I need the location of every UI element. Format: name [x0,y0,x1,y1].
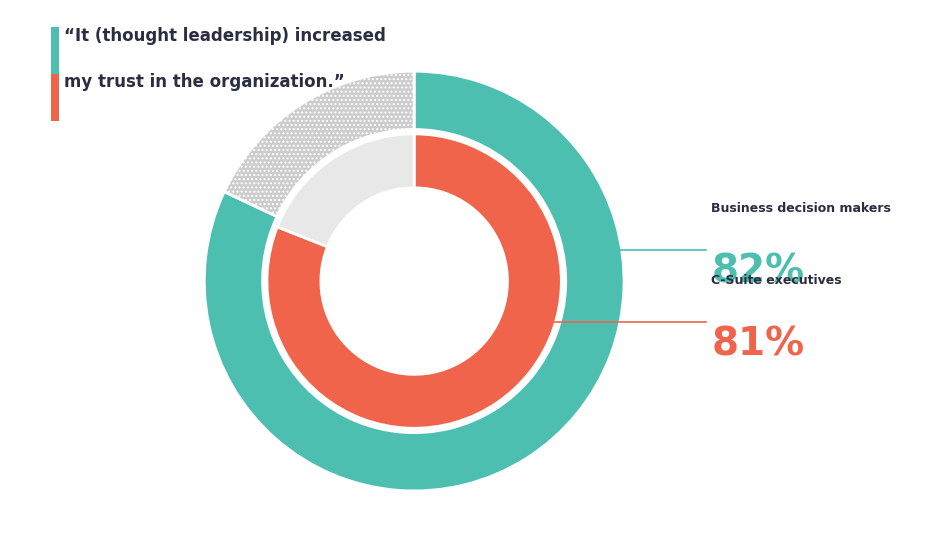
Bar [52,74,58,121]
Wedge shape [224,71,414,216]
Text: “It (thought leadership) increased: “It (thought leadership) increased [65,28,386,45]
Wedge shape [205,71,624,491]
Bar [52,28,58,74]
Text: Business decision makers: Business decision makers [712,201,891,215]
Wedge shape [267,134,562,429]
Text: 82%: 82% [712,253,805,290]
Text: my trust in the organization.”: my trust in the organization.” [65,72,346,91]
Circle shape [321,188,507,374]
Text: 81%: 81% [712,325,805,363]
Wedge shape [277,134,414,247]
Text: C-Suite executives: C-Suite executives [712,274,842,287]
